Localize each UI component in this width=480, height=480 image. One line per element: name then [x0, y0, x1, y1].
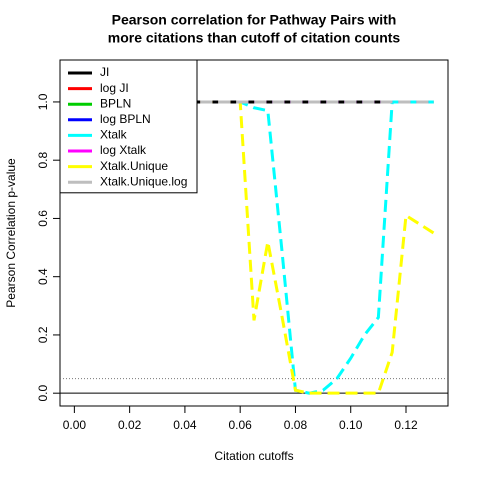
chart-title: Pearson correlation for Pathway Pairs wi…	[112, 12, 397, 28]
x-tick-label: 0.10	[339, 418, 363, 432]
legend-label: JI	[100, 65, 109, 79]
legend-box	[59, 59, 198, 194]
legend-label: Xtalk.Unique.log	[100, 174, 187, 188]
x-tick-label: 0.02	[118, 418, 142, 432]
x-tick-label: 0.08	[284, 418, 308, 432]
y-tick-label: 0.2	[36, 326, 50, 343]
x-tick-label: 0.06	[229, 418, 253, 432]
x-tick-label: 0.00	[63, 418, 87, 432]
y-tick-label: 0.0	[36, 385, 50, 402]
y-tick-label: 1.0	[36, 93, 50, 110]
legend-label: BPLN	[100, 96, 131, 110]
plot-frame	[59, 59, 449, 407]
legend-label: log BPLN	[100, 112, 151, 126]
x-axis-label: Citation cutoffs	[214, 449, 293, 463]
y-tick-label: 0.8	[36, 152, 50, 169]
legend-label: log JI	[100, 81, 129, 95]
chart-title: more citations than cutoff of citation c…	[108, 30, 401, 46]
y-tick-label: 0.6	[36, 210, 50, 227]
legend-label: Xtalk	[100, 128, 128, 142]
x-tick-label: 0.12	[394, 418, 418, 432]
y-tick-label: 0.4	[36, 268, 50, 285]
x-tick-label: 0.04	[173, 418, 197, 432]
legend-label: log Xtalk	[100, 143, 147, 157]
y-axis-label: Pearson Correlation p-value	[4, 158, 18, 308]
legend-label: Xtalk.Unique	[100, 159, 168, 173]
